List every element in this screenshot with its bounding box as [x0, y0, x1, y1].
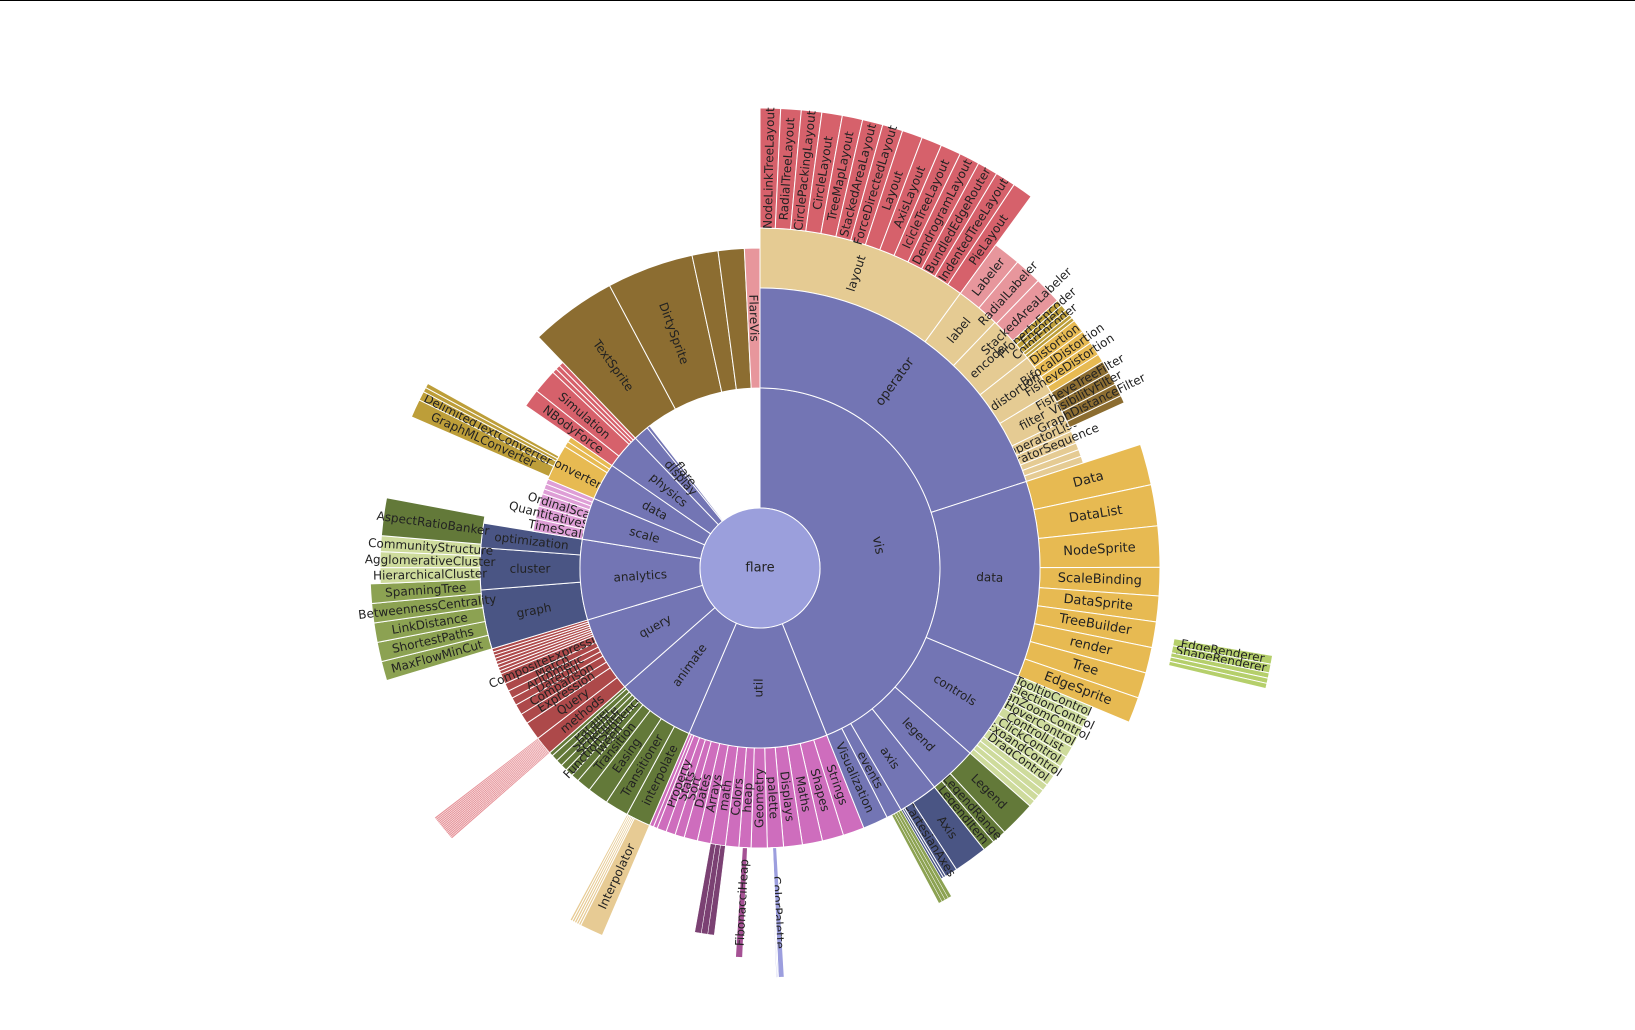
- label-data: data: [976, 570, 1004, 585]
- label-cluster: cluster: [510, 562, 551, 576]
- label-palette: palette: [765, 776, 781, 819]
- arc-unlabeled[interactable]: [435, 738, 540, 821]
- arc-unlabeled[interactable]: [444, 747, 547, 833]
- arc-unlabeled[interactable]: [434, 738, 539, 820]
- label-agglomerative-cluster: AgglomerativeCluster: [365, 552, 496, 569]
- arc-unlabeled[interactable]: [569, 813, 630, 922]
- label-node-sprite: NodeSprite: [1063, 540, 1136, 559]
- arc-unlabeled[interactable]: [436, 739, 541, 822]
- label-displays: Displays: [777, 770, 797, 822]
- arc-fibonacci-heap[interactable]: [734, 846, 749, 959]
- label-geometry: Geometry: [752, 768, 766, 828]
- arc-aspect-ratio-banker[interactable]: [380, 497, 486, 545]
- label-flare-vis: FlareVis: [746, 294, 761, 342]
- label-maths: Maths: [793, 775, 814, 813]
- label-hierarchical-cluster: HierarchicalCluster: [373, 566, 487, 582]
- arc-unlabeled[interactable]: [441, 744, 544, 829]
- label-analytics: analytics: [613, 567, 667, 585]
- label-graph: graph: [515, 600, 552, 620]
- arc-unlabeled[interactable]: [446, 748, 547, 834]
- label-color-palette: ColorPalette: [769, 876, 787, 950]
- arc-unlabeled[interactable]: [440, 743, 544, 828]
- arc-unlabeled[interactable]: [694, 843, 716, 934]
- arc-unlabeled[interactable]: [1066, 395, 1125, 429]
- label-util: util: [751, 678, 765, 697]
- label-scale-binding: ScaleBinding: [1058, 571, 1143, 589]
- label-radial-tree-layout: RadialTreeLayout: [777, 117, 798, 221]
- arc-unlabeled[interactable]: [424, 382, 560, 460]
- arc-unlabeled[interactable]: [447, 748, 548, 836]
- root-label: flare: [745, 561, 774, 576]
- label-heap: heap: [740, 782, 756, 813]
- arc-unlabeled[interactable]: [770, 847, 778, 979]
- arc-unlabeled[interactable]: [443, 746, 546, 832]
- arc-unlabeled[interactable]: [449, 750, 550, 838]
- label-vis: vis: [869, 535, 887, 556]
- label-spanning-tree: SpanningTree: [385, 580, 467, 599]
- arc-unlabeled[interactable]: [437, 740, 542, 824]
- arc-unlabeled[interactable]: [442, 745, 545, 830]
- arc-unlabeled[interactable]: [438, 741, 542, 825]
- top-border: [0, 0, 1635, 1]
- label-fibonacci-heap: FibonacciHeap: [733, 859, 752, 947]
- label-data-sprite: DataSprite: [1063, 592, 1134, 614]
- arc-unlabeled[interactable]: [448, 749, 549, 837]
- arc-unlabeled[interactable]: [439, 742, 543, 826]
- arc-operator[interactable]: [759, 287, 1027, 514]
- arc-unlabeled[interactable]: [1167, 660, 1268, 690]
- label-node-link-tree-layout: NodeLinkTreeLayout: [761, 107, 778, 229]
- root-circle[interactable]: [699, 507, 821, 629]
- arc-visualization[interactable]: [826, 727, 888, 829]
